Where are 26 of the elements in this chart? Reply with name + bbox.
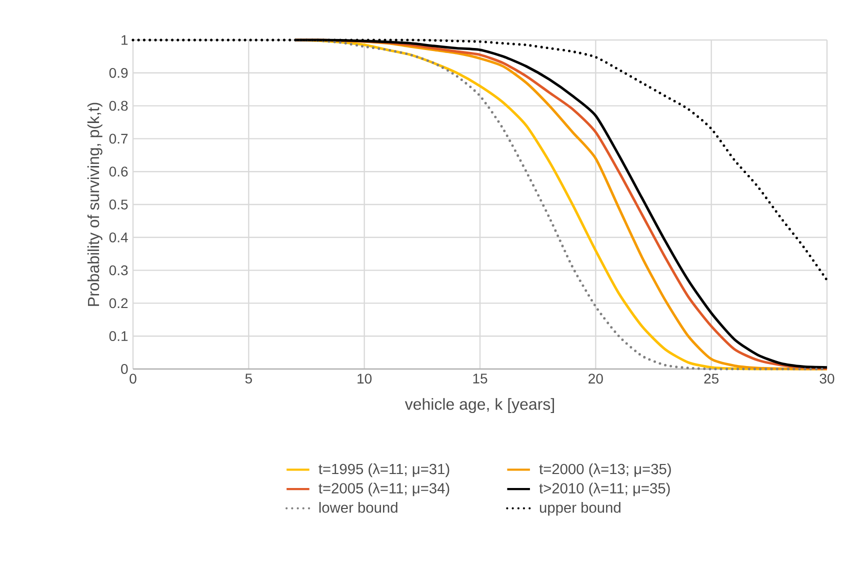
x-tick-label: 15 — [473, 374, 488, 384]
y-tick-label: 1 — [122, 35, 128, 45]
legend-label: upper bound — [540, 502, 620, 516]
x-tick-label: 5 — [245, 374, 252, 384]
y-tick-label: 0.7 — [109, 134, 128, 144]
x-tick-label: 0 — [130, 374, 136, 384]
x-tick-label: 20 — [588, 374, 603, 384]
legend-label: t=1995 (λ=11; μ=31) — [318, 463, 450, 478]
y-tick-label: 0.9 — [109, 68, 128, 78]
y-tick-label: 0.4 — [109, 232, 128, 242]
x-axis-title: vehicle age, k [years] — [404, 398, 554, 414]
x-tick-label: 25 — [704, 374, 719, 384]
y-axis-title: Probability of surviving, p(k,t) — [87, 102, 102, 306]
legend-label: t=2005 (λ=11; μ=34) — [318, 482, 450, 496]
legend-label: t=2000 (λ=13; μ=35) — [539, 463, 671, 478]
legend-label: lower bound — [319, 502, 398, 513]
y-tick-label: 0.1 — [109, 331, 128, 342]
y-tick-label: 0 — [121, 364, 128, 374]
y-tick-label: 0.2 — [109, 298, 128, 308]
y-tick-label: 0.6 — [109, 166, 128, 177]
y-tick-label: 0.5 — [109, 200, 128, 210]
x-tick-label: 30 — [820, 374, 834, 384]
x-tick-label: 10 — [358, 374, 372, 384]
y-tick-label: 0.8 — [109, 100, 128, 111]
y-tick-label: 0.3 — [109, 265, 128, 276]
legend-label: t>2010 (λ=11; μ=35) — [539, 482, 670, 496]
